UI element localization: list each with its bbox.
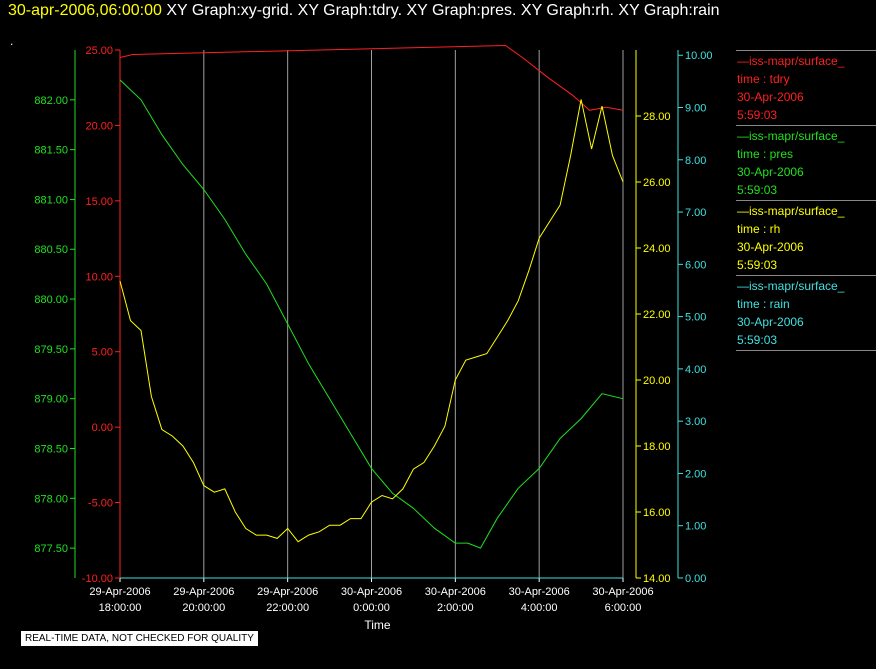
header-timestamp: 30-apr-2006,06:00:00 <box>8 2 162 19</box>
legend-source: —iss-mapr/surface_ <box>737 54 845 68</box>
rain-tick-label: 1.00 <box>685 521 706 533</box>
legend-item-rain[interactable]: —iss-mapr/surface_ time : rain 30-Apr-20… <box>736 275 876 351</box>
tdry-tick-label: -10.00 <box>82 573 113 585</box>
rain-tick-label: 3.00 <box>685 416 706 428</box>
rh-tick-label: 20.00 <box>643 375 671 387</box>
tdry-tick-label: 20.00 <box>85 120 113 132</box>
legend-variable: time : rh <box>737 222 781 236</box>
pres-tick-label: 881.50 <box>34 145 68 157</box>
x-tick-label: 29-Apr-2006 <box>173 586 234 598</box>
tdry-tick-label: 15.00 <box>85 196 113 208</box>
legend-item-rh[interactable]: —iss-mapr/surface_ time : rh 30-Apr-2006… <box>736 200 876 275</box>
x-tick-label: 18:00:00 <box>99 602 142 614</box>
x-tick-label: 20:00:00 <box>182 602 225 614</box>
tdry-tick-label: 5.00 <box>92 347 113 359</box>
x-tick-label: 0:00:00 <box>353 602 390 614</box>
legend-variable: time : tdry <box>737 72 790 86</box>
rain-tick-label: 7.00 <box>685 207 706 219</box>
rh-tick-label: 14.00 <box>643 573 671 585</box>
tdry-tick-label: 0.00 <box>92 422 113 434</box>
legend-date: 30-Apr-2006 <box>737 90 804 104</box>
pres-tick-label: 881.00 <box>34 194 68 206</box>
rain-tick-label: 9.00 <box>685 103 706 115</box>
x-tick-label: 22:00:00 <box>266 602 309 614</box>
x-tick-label: 29-Apr-2006 <box>257 586 318 598</box>
header-graph-list: XY Graph:xy-grid. XY Graph:tdry. XY Grap… <box>166 2 720 19</box>
legend-variable: time : rain <box>737 297 790 311</box>
disclaimer-label: REAL-TIME DATA, NOT CHECKED FOR QUALITY <box>21 631 258 646</box>
legend: —iss-mapr/surface_ time : tdry 30-Apr-20… <box>736 50 876 351</box>
tdry-tick-label: 25.00 <box>85 45 113 57</box>
pres-tick-label: 877.50 <box>34 543 68 555</box>
rain-tick-label: 2.00 <box>685 468 706 480</box>
rh-tick-label: 24.00 <box>643 243 671 255</box>
x-tick-label: 2:00:00 <box>437 602 474 614</box>
legend-source: —iss-mapr/surface_ <box>737 204 845 218</box>
legend-time: 5:59:03 <box>737 183 778 197</box>
rain-tick-label: 10.00 <box>685 50 713 62</box>
rain-tick-label: 4.00 <box>685 364 706 376</box>
rain-tick-label: 8.00 <box>685 155 706 167</box>
x-axis-label: Time <box>364 618 391 632</box>
rain-tick-label: 0.00 <box>685 573 706 585</box>
legend-time: 5:59:03 <box>737 258 778 272</box>
rh-tick-label: 22.00 <box>643 309 671 321</box>
series-line-tdry <box>119 44 624 111</box>
series-line-rh <box>119 99 624 543</box>
pres-tick-label: 879.50 <box>34 344 68 356</box>
rain-tick-label: 6.00 <box>685 259 706 271</box>
legend-date: 30-Apr-2006 <box>737 165 804 179</box>
header-title: 30-apr-2006,06:00:00 XY Graph:xy-grid. X… <box>8 2 720 20</box>
rh-tick-label: 16.00 <box>643 507 671 519</box>
x-tick-label: 30-Apr-2006 <box>425 586 486 598</box>
x-tick-label: 30-Apr-2006 <box>341 586 402 598</box>
rh-tick-label: 28.00 <box>643 111 671 123</box>
x-tick-label: 29-Apr-2006 <box>89 586 150 598</box>
pres-tick-label: 878.50 <box>34 443 68 455</box>
tdry-tick-label: 10.00 <box>85 271 113 283</box>
pres-tick-label: 882.00 <box>34 95 68 107</box>
pres-tick-label: 880.00 <box>34 294 68 306</box>
tdry-tick-label: -5.00 <box>88 498 113 510</box>
legend-date: 30-Apr-2006 <box>737 240 804 254</box>
legend-time: 5:59:03 <box>737 333 778 347</box>
x-tick-label: 30-Apr-2006 <box>592 586 653 598</box>
pres-tick-label: 879.00 <box>34 394 68 406</box>
x-tick-label: 6:00:00 <box>605 602 642 614</box>
legend-source: —iss-mapr/surface_ <box>737 129 845 143</box>
legend-date: 30-Apr-2006 <box>737 315 804 329</box>
legend-item-pres[interactable]: —iss-mapr/surface_ time : pres 30-Apr-20… <box>736 125 876 200</box>
pres-tick-label: 878.00 <box>34 493 68 505</box>
legend-item-tdry[interactable]: —iss-mapr/surface_ time : tdry 30-Apr-20… <box>736 50 876 125</box>
legend-source: —iss-mapr/surface_ <box>737 279 845 293</box>
legend-time: 5:59:03 <box>737 108 778 122</box>
rain-tick-label: 5.00 <box>685 312 706 324</box>
x-tick-label: 4:00:00 <box>521 602 558 614</box>
rh-tick-label: 18.00 <box>643 441 671 453</box>
series-line-pres <box>119 79 624 549</box>
pres-tick-label: 880.50 <box>34 244 68 256</box>
rh-tick-label: 26.00 <box>643 177 671 189</box>
dot-marker: . <box>10 34 14 48</box>
legend-variable: time : pres <box>737 147 794 161</box>
x-tick-label: 30-Apr-2006 <box>509 586 570 598</box>
